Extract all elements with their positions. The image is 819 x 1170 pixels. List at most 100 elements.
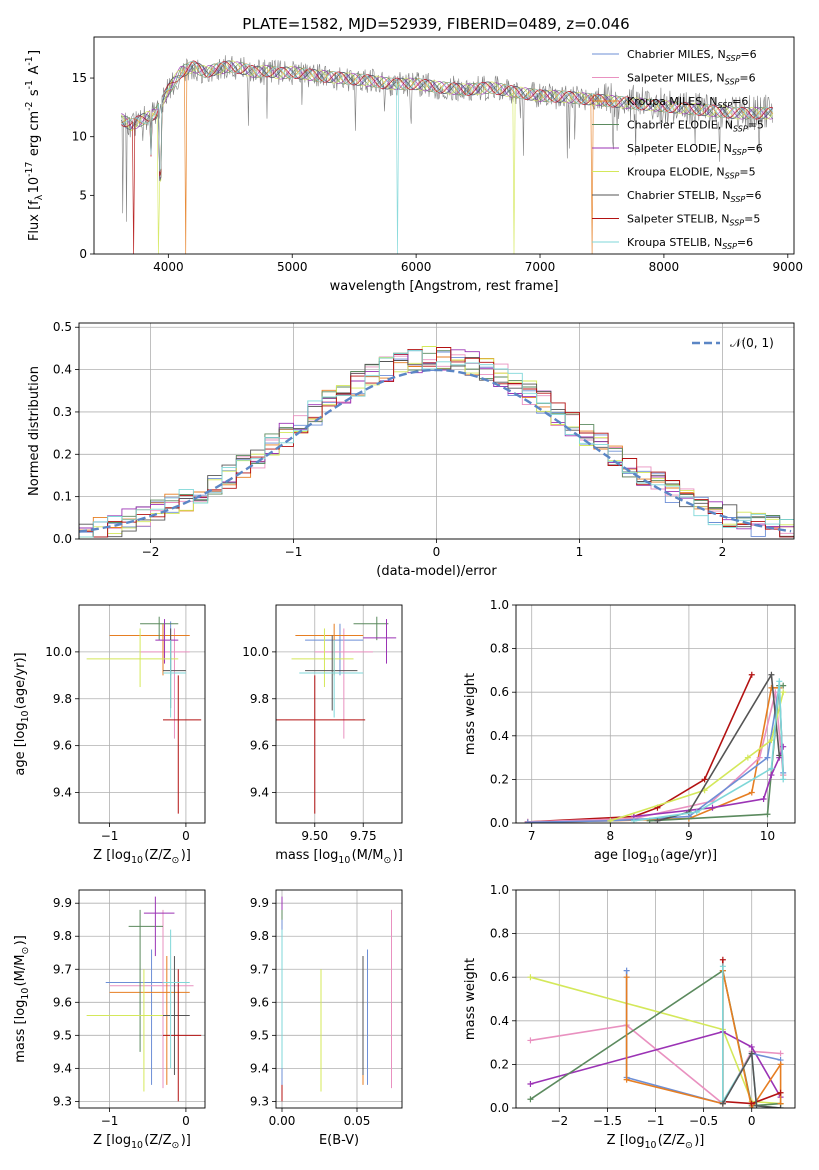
y-tick-label: 9.6 xyxy=(250,995,269,1009)
y-tick-label: 9.4 xyxy=(250,786,269,800)
x-tick-label: −1 xyxy=(647,1114,665,1128)
model-spectrum-line xyxy=(121,60,774,254)
mass-weight-marker xyxy=(709,804,716,811)
x-tick-label: 0 xyxy=(433,545,441,559)
y-tick-label: 0.0 xyxy=(53,532,72,546)
y-tick-label: 9.9 xyxy=(53,896,72,910)
mass-weight-marker xyxy=(777,1105,784,1108)
y-tick-label: 9.4 xyxy=(53,786,72,800)
x-axis-label: (data-model)/error xyxy=(376,564,497,579)
x-tick-label: 9.75 xyxy=(350,829,377,843)
spectrum-panel: 4000 5000 6000 7000 8000 9000 0 5 10 15 wavelength… xyxy=(24,36,803,294)
normal-distribution-curve xyxy=(79,368,792,533)
x-tick-label: 6000 xyxy=(401,260,432,274)
y-tick-label: 9.6 xyxy=(250,739,269,753)
y-tick-label: 0.8 xyxy=(490,642,509,656)
plot-area xyxy=(120,55,774,254)
mass-weight-line xyxy=(722,1050,781,1108)
mass-weight-marker xyxy=(748,1100,755,1107)
y-tick-label: 9.8 xyxy=(250,692,269,706)
y-tick-label: 9.4 xyxy=(53,1061,72,1075)
y-tick-label: 0.2 xyxy=(490,772,509,786)
mass-weight-marker xyxy=(693,809,700,816)
mass-weight-marker xyxy=(527,1081,534,1088)
y-axis-label: Flux [fλ 10-17 erg cm-2 s-1 A-1 ] xyxy=(24,50,45,241)
x-axis-label: Z [log10 (Z/Z⊙ )] xyxy=(93,848,191,866)
mass-weight-marker xyxy=(719,1100,726,1107)
y-tick-label: 9.5 xyxy=(250,1028,269,1042)
mass-weight-marker xyxy=(527,1096,534,1103)
legend-entry: Kroupa ELODIE, NSSP=5 xyxy=(627,166,756,181)
x-tick-label: 0 xyxy=(748,1114,756,1128)
mass-weight-marker xyxy=(623,974,630,981)
y-tick-label: 9.5 xyxy=(53,1028,72,1042)
mass-weight-marker xyxy=(527,974,534,981)
x-axis-label: age [log10 (age/yr)] xyxy=(594,848,717,866)
mass-weight-marker xyxy=(685,809,692,816)
x-tick-label: 9 xyxy=(685,829,693,843)
y-axis-label: age [log10 (age/yr)] xyxy=(13,652,31,775)
x-tick-label: −2 xyxy=(550,1114,568,1128)
y-tick-label: 0.0 xyxy=(490,1101,509,1115)
x-axis-label: E(B-V) xyxy=(319,1133,359,1148)
axes-frame xyxy=(275,889,403,1109)
legend-entry: Salpeter MILES, NSSP=6 xyxy=(627,72,756,87)
y-tick-label: 10 xyxy=(72,130,87,144)
mass-weight-marker xyxy=(527,1037,534,1044)
x-tick-label: 2 xyxy=(719,545,727,559)
legend-entry: Kroupa STELIB, NSSP=6 xyxy=(627,236,753,251)
y-tick-label: 0.6 xyxy=(490,685,509,699)
legend-entry: Kroupa MILES, NSSP=6 xyxy=(627,95,748,110)
mass-weight-marker xyxy=(768,765,775,772)
mass-vs-metallicity-panel: −1 0 9.3 9.4 9.5 9.6 9.7 9.8 9.9 Z [log10 (Z/Z⊙ )… xyxy=(13,889,206,1151)
mass-weight-marker xyxy=(776,752,783,759)
y-tick-label: 9.4 xyxy=(250,1061,269,1075)
x-axis-label: mass [log10 (M/M⊙ )] xyxy=(275,848,403,866)
y-tick-label: 1.0 xyxy=(490,598,509,612)
y-tick-label: 9.7 xyxy=(53,962,72,976)
model-spectrum-line xyxy=(120,60,774,182)
x-axis-label: Z [log10 (Z/Z⊙ )] xyxy=(607,1133,705,1151)
y-tick-label: 0.4 xyxy=(490,1014,509,1028)
mass-weight-marker xyxy=(524,819,531,823)
mass-vs-ebv-panel: 0.00 0.05 9.3 9.4 9.5 9.6 9.7 9.8 9.9 E(B-V) xyxy=(250,889,403,1148)
mass-weight-marker xyxy=(777,1089,784,1096)
y-axis-label: mass weight xyxy=(463,673,478,755)
y-tick-label: 0.6 xyxy=(490,970,509,984)
axes-frame xyxy=(93,36,795,255)
x-tick-label: 9.50 xyxy=(301,829,328,843)
legend-entry: Chabrier ELODIE, NSSP=5 xyxy=(627,119,764,134)
plot-area xyxy=(281,896,392,1102)
x-axis-label: wavelength [Angstrom, rest frame] xyxy=(330,279,559,294)
legend-entry: Chabrier MILES, NSSP=6 xyxy=(627,48,757,63)
y-tick-label: 9.3 xyxy=(250,1094,269,1108)
y-tick-label: 10.0 xyxy=(242,645,269,659)
mass-weight-marker xyxy=(748,671,755,678)
legend-entry: Chabrier STELIB, NSSP=6 xyxy=(627,189,761,204)
x-tick-label: 7000 xyxy=(525,260,556,274)
mass-weight-marker xyxy=(764,811,771,818)
x-tick-label: 8000 xyxy=(649,260,680,274)
plot-area xyxy=(524,671,787,823)
plot-area xyxy=(86,616,202,814)
y-tick-label: 0.2 xyxy=(490,1057,509,1071)
y-tick-label: 9.6 xyxy=(53,995,72,1009)
y-tick-label: 0.3 xyxy=(53,405,72,419)
y-tick-label: 9.3 xyxy=(53,1094,72,1108)
mass-weight-marker xyxy=(776,678,783,685)
y-tick-label: 0.4 xyxy=(490,729,509,743)
y-tick-label: 15 xyxy=(72,71,87,85)
y-tick-label: 9.8 xyxy=(53,929,72,943)
mass-weight-marker xyxy=(623,1076,630,1083)
mass-weight-marker xyxy=(756,754,763,761)
y-tick-label: 9.8 xyxy=(53,692,72,706)
axes-frame xyxy=(275,604,403,824)
axes-frame xyxy=(78,604,206,824)
axes-frame xyxy=(78,889,206,1109)
y-tick-label: 0.4 xyxy=(53,363,72,377)
x-tick-label: 5000 xyxy=(277,260,308,274)
mass-weight-marker xyxy=(764,754,771,761)
y-tick-label: 9.8 xyxy=(250,929,269,943)
mass-weight-marker xyxy=(780,689,787,696)
